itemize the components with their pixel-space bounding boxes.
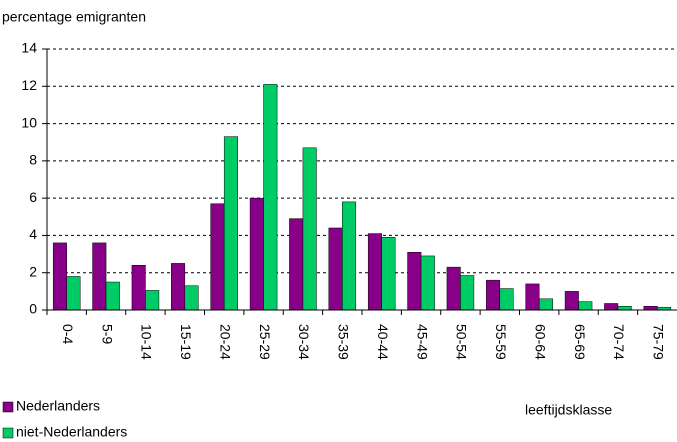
bar [381,237,396,311]
bar [420,255,435,311]
x-tick-label: 5-9 [99,324,115,344]
bar [263,84,278,311]
bar [131,265,146,311]
x-tick-label: 60-64 [532,324,548,360]
x-tick-label: 75-79 [651,324,667,360]
x-tick-label: 70-74 [611,324,627,360]
bar [538,298,553,311]
legend-swatch [2,427,14,439]
bar [342,201,357,311]
y-tick-label: 0 [29,301,37,317]
bar [367,233,382,311]
y-tick-label: 8 [29,152,37,168]
bar [249,197,264,311]
bar [578,301,593,311]
bar [525,283,540,311]
x-tick-label: 10-14 [139,324,155,360]
y-tick-label: 10 [21,114,37,130]
x-tick-label: 0-4 [60,324,76,344]
x-tick-label: 25-29 [257,324,273,360]
x-tick-label: 55-59 [493,324,509,360]
x-tick-label: 50-54 [454,324,470,360]
bar [460,275,475,311]
x-tick-label: 65-69 [572,324,588,360]
bar [328,227,343,311]
bar [486,279,501,311]
bar [564,291,579,311]
x-tick-label: 45-49 [414,324,430,360]
bar [604,303,619,311]
bar [210,203,225,311]
x-tick-label: 30-34 [296,324,312,360]
y-tick-label: 2 [29,263,37,279]
y-tick-label: 6 [29,189,37,205]
bar [92,242,107,311]
y-axis-label: percentage emigranten [2,9,146,25]
bar [446,266,461,311]
legend-label: niet-Nederlanders [16,424,127,440]
bar [643,306,658,311]
legend-swatch [2,401,14,413]
bar [499,288,514,311]
bar [302,147,317,311]
y-tick-label: 12 [21,77,37,93]
x-tick-label: 40-44 [375,324,391,360]
bar [289,218,304,311]
x-tick-label: 20-24 [217,324,233,360]
x-tick-label: 35-39 [336,324,352,360]
bar [184,285,199,311]
bar [66,276,81,311]
y-tick-label: 14 [21,40,37,56]
bar [145,290,160,311]
bar [52,242,67,311]
bar [171,263,186,311]
bar [105,281,120,311]
x-axis-label: leeftijdsklasse [525,402,612,418]
bar [617,306,632,311]
y-tick-label: 4 [29,226,37,242]
x-tick-label: 15-19 [178,324,194,360]
bar [407,251,422,311]
bar [223,136,238,311]
legend-label: Nederlanders [16,398,100,414]
